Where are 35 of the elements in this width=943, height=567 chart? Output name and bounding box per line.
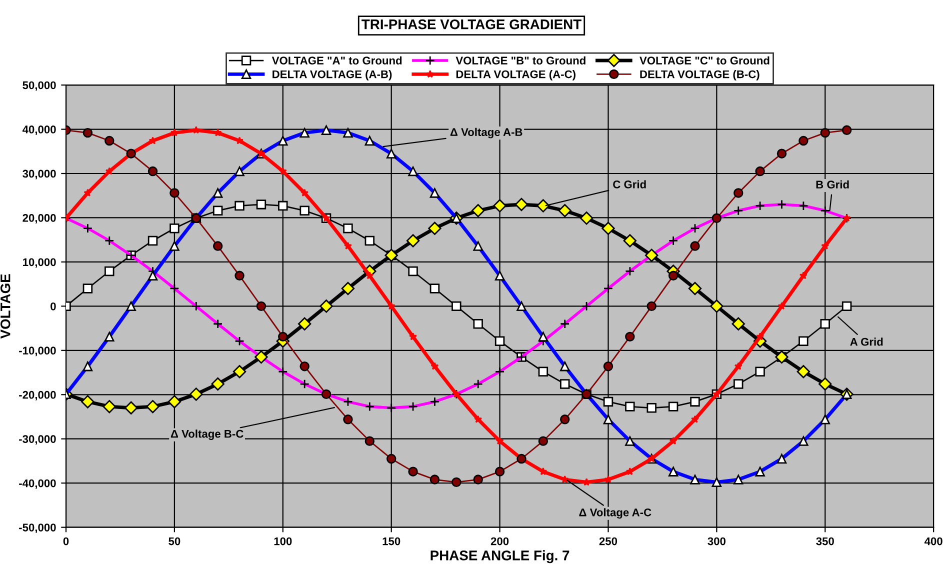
x-tick-label: 150: [382, 537, 400, 546]
y-tick-label: 30,000: [22, 170, 56, 180]
legend-label: VOLTAGE "B" to Ground: [456, 56, 586, 65]
x-tick-label: 250: [599, 537, 618, 546]
legend-label: DELTA VOLTAGE (B-C): [640, 70, 760, 80]
y-tick-label: -10,000: [19, 346, 56, 356]
y-axis-title: VOLTAGE: [0, 274, 10, 339]
legend-label: DELTA VOLTAGE (A-C): [456, 70, 576, 80]
x-tick-label: 100: [274, 537, 292, 546]
y-tick-label: -50,000: [19, 524, 56, 534]
annotation: Δ Voltage A-B: [450, 128, 522, 138]
y-tick-label: 10,000: [23, 258, 56, 268]
y-tick-label: 20,000: [22, 214, 56, 224]
x-tick-label: 400: [924, 537, 942, 546]
y-tick-label: -20,000: [19, 390, 56, 400]
annotation: Δ Voltage B-C: [170, 430, 244, 440]
y-tick-label: -40,000: [19, 479, 56, 489]
annotation: A Grid: [850, 338, 883, 346]
x-tick-label: 0: [63, 537, 69, 546]
y-tick-label: 50,000: [22, 81, 56, 91]
x-tick-label: 300: [708, 537, 726, 546]
x-axis-title: PHASE ANGLE Fig. 7: [430, 550, 570, 564]
x-tick-label: 200: [490, 537, 509, 546]
x-tick-label: 350: [816, 537, 834, 546]
legend-label: VOLTAGE "A" to Ground: [272, 56, 402, 65]
y-tick-label: 40,000: [22, 126, 56, 136]
annotation: C Grid: [613, 180, 646, 188]
annotation: Δ Voltage A-C: [579, 508, 652, 519]
legend-label: DELTA VOLTAGE (A-B): [272, 70, 392, 80]
x-tick-label: 50: [168, 537, 180, 546]
chart-title: TRI-PHASE VOLTAGE GRADIENT: [362, 19, 582, 30]
y-tick-label: 0: [50, 302, 56, 310]
annotation: B Grid: [816, 180, 849, 189]
legend-label: VOLTAGE "C" to Ground: [640, 56, 770, 65]
y-tick-label: -30,000: [19, 435, 56, 445]
